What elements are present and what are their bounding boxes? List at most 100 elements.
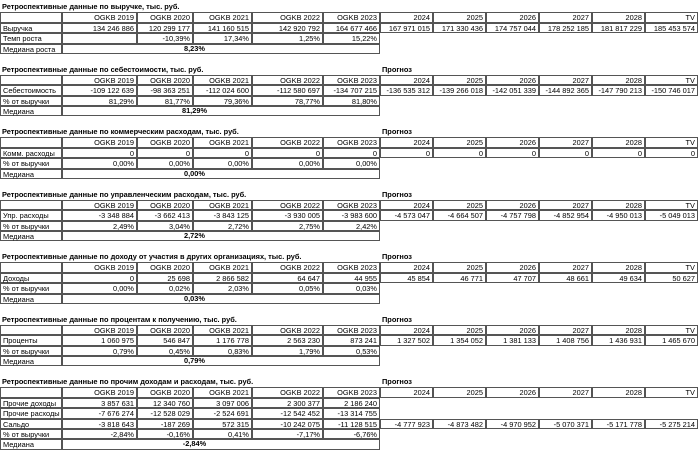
median-value: 0,03% bbox=[184, 293, 205, 303]
value-cell: 64 647 bbox=[252, 272, 323, 284]
value-cell: 181 817 229 bbox=[592, 22, 645, 34]
column-header: 2025 bbox=[433, 74, 486, 86]
value-cell: 1 381 133 bbox=[486, 335, 539, 346]
column-header: 2024 bbox=[380, 387, 433, 398]
value-cell: 0,41% bbox=[193, 429, 252, 440]
median-block bbox=[62, 168, 380, 179]
value-cell: 47 707 bbox=[486, 272, 539, 284]
column-header: OGKB 2020 bbox=[137, 199, 193, 211]
column-header: OGKB 2020 bbox=[137, 324, 193, 336]
median-label: Медиана bbox=[0, 168, 62, 179]
section-title: Ретроспективные данные по выручке, тыс. … bbox=[2, 2, 180, 11]
header-blank bbox=[0, 262, 62, 273]
value-cell: 12 340 760 bbox=[137, 397, 193, 409]
forecast-label: Прогноз bbox=[382, 64, 412, 74]
value-cell: -12 528 029 bbox=[137, 408, 193, 419]
value-cell: 174 757 044 bbox=[486, 22, 539, 34]
value-cell: 2,75% bbox=[252, 220, 323, 232]
value-cell: 2 563 230 bbox=[252, 335, 323, 346]
column-header: TV bbox=[645, 74, 698, 86]
forecast-label: Прогноз bbox=[382, 314, 412, 324]
value-cell: 15,22% bbox=[323, 33, 380, 44]
value-cell: 0 bbox=[592, 147, 645, 159]
column-header: 2026 bbox=[486, 12, 539, 23]
column-header: OGKB 2022 bbox=[252, 199, 323, 211]
header-blank bbox=[0, 387, 62, 398]
column-header: 2027 bbox=[539, 12, 592, 23]
value-cell: 0,03% bbox=[323, 283, 380, 294]
value-cell: -134 707 215 bbox=[323, 85, 380, 96]
header-blank bbox=[0, 137, 62, 148]
value-cell: 142 920 792 bbox=[252, 22, 323, 34]
column-header: OGKB 2019 bbox=[62, 12, 137, 23]
column-header: OGKB 2023 bbox=[323, 12, 380, 23]
row-label: % от выручки bbox=[0, 429, 62, 440]
median-label: Медиана bbox=[0, 439, 62, 450]
column-header: 2027 bbox=[539, 137, 592, 148]
median-value: 81,29% bbox=[181, 106, 208, 116]
value-cell: -6,76% bbox=[323, 429, 380, 440]
value-cell: 185 453 574 bbox=[645, 22, 698, 34]
value-cell: 0,00% bbox=[62, 158, 137, 169]
value-cell: 44 955 bbox=[323, 272, 380, 284]
row-label: Проценты bbox=[0, 335, 62, 346]
column-header: OGKB 2019 bbox=[62, 199, 137, 211]
column-header: OGKB 2019 bbox=[62, 262, 137, 273]
value-cell: 164 677 466 bbox=[323, 22, 380, 34]
column-header: OGKB 2021 bbox=[193, 387, 252, 398]
column-header: TV bbox=[645, 199, 698, 211]
header-blank bbox=[0, 74, 62, 86]
value-cell: -144 892 365 bbox=[539, 85, 592, 96]
header-blank bbox=[0, 324, 62, 336]
value-cell: 873 241 bbox=[323, 335, 380, 346]
value-cell: 120 299 177 bbox=[137, 22, 193, 34]
value-cell: 2 300 377 bbox=[252, 397, 323, 409]
value-cell: -4 757 798 bbox=[486, 210, 539, 221]
header-blank bbox=[0, 12, 62, 23]
column-header: 2024 bbox=[380, 74, 433, 86]
column-header: 2027 bbox=[539, 199, 592, 211]
column-header: OGKB 2020 bbox=[137, 12, 193, 23]
value-cell: -2,84% bbox=[62, 429, 137, 440]
row-label: Себестоимость bbox=[0, 85, 62, 96]
column-header: 2027 bbox=[539, 387, 592, 398]
value-cell: -142 051 339 bbox=[486, 85, 539, 96]
column-header: OGKB 2020 bbox=[137, 387, 193, 398]
value-cell: -3 983 600 bbox=[323, 210, 380, 221]
column-header: OGKB 2021 bbox=[193, 12, 252, 23]
median-value: -2,84% bbox=[182, 439, 207, 449]
column-header: OGKB 2019 bbox=[62, 387, 137, 398]
column-header: OGKB 2023 bbox=[323, 324, 380, 336]
value-cell: 2 866 582 bbox=[193, 272, 252, 284]
column-header: 2028 bbox=[592, 387, 645, 398]
column-header: 2025 bbox=[433, 199, 486, 211]
value-cell: 2,72% bbox=[193, 220, 252, 232]
value-cell: -5 171 778 bbox=[592, 418, 645, 429]
value-cell: 0,00% bbox=[252, 158, 323, 169]
value-cell: -4 873 482 bbox=[433, 418, 486, 429]
value-cell: 2,49% bbox=[62, 220, 137, 232]
section-title: Ретроспективные данные по доходу от учас… bbox=[2, 252, 302, 261]
value-cell: 0,00% bbox=[323, 158, 380, 169]
median-block bbox=[62, 43, 380, 54]
value-cell: 0,05% bbox=[252, 283, 323, 294]
median-label: Медиана bbox=[0, 356, 62, 367]
value-cell: -4 852 954 bbox=[539, 210, 592, 221]
median-block bbox=[62, 106, 380, 117]
row-label: Доходы bbox=[0, 272, 62, 284]
value-cell: 0,83% bbox=[193, 345, 252, 357]
value-cell: -187 269 bbox=[137, 418, 193, 429]
column-header: 2024 bbox=[380, 324, 433, 336]
value-cell: 0 bbox=[539, 147, 592, 159]
median-block bbox=[62, 356, 380, 367]
value-cell: -3 818 643 bbox=[62, 418, 137, 429]
column-header: OGKB 2023 bbox=[323, 262, 380, 273]
column-header: 2024 bbox=[380, 137, 433, 148]
value-cell: 178 252 185 bbox=[539, 22, 592, 34]
value-cell: 0,00% bbox=[137, 158, 193, 169]
value-cell bbox=[62, 33, 137, 44]
value-cell: 46 771 bbox=[433, 272, 486, 284]
row-label: Прочие доходы bbox=[0, 397, 62, 409]
value-cell: -4 573 047 bbox=[380, 210, 433, 221]
column-header: OGKB 2023 bbox=[323, 74, 380, 86]
